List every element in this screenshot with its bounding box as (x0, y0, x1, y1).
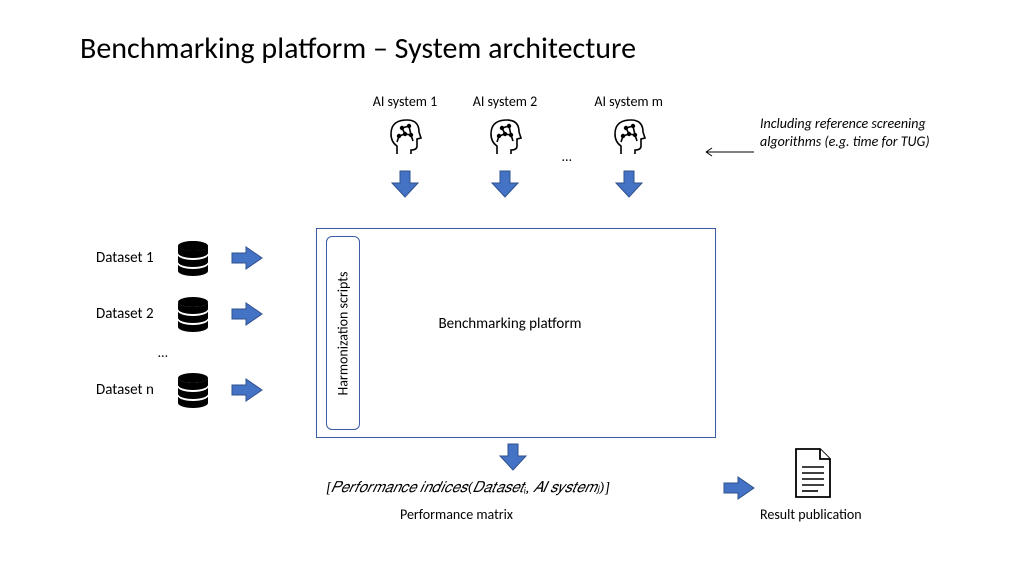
right-arrow-icon (230, 377, 264, 403)
platform-box (316, 228, 716, 438)
database-icon (174, 372, 212, 408)
down-arrow-icon (390, 169, 420, 199)
ai-head-icon (385, 114, 425, 161)
ai-system-1: AI system 1 (360, 93, 450, 199)
right-arrow-icon (230, 245, 264, 271)
right-arrow-icon (230, 301, 264, 327)
ai-head-icon (485, 114, 525, 161)
ai-systems-row: AI system 1 AI system 2 … AI system m (360, 93, 674, 199)
ai-system-label: AI system 1 (373, 93, 438, 110)
page-title: Benchmarking platform – System architect… (80, 30, 636, 67)
document-icon (790, 447, 834, 504)
ellipsis: … (96, 337, 264, 367)
dataset-label: Dataset n (96, 381, 174, 399)
harmonization-label: Harmonization scripts (335, 271, 352, 395)
reference-note: Including reference screening algorithms… (760, 115, 960, 150)
down-arrow-icon (614, 169, 644, 199)
ai-head-icon (609, 114, 649, 161)
down-arrow-icon (498, 442, 528, 472)
down-arrow-icon (490, 169, 520, 199)
result-publication-label: Result publication (760, 506, 862, 523)
ai-system-label: AI system 2 (473, 93, 538, 110)
platform-label: Benchmarking platform (430, 315, 590, 333)
ellipsis: … (560, 148, 574, 199)
dataset-label: Dataset 1 (96, 249, 174, 267)
dataset-1-row: Dataset 1 (96, 235, 264, 281)
database-icon (174, 240, 212, 276)
performance-matrix-label: Performance matrix (400, 506, 513, 523)
right-arrow-icon (722, 475, 756, 501)
ai-system-label: AI system m (594, 93, 663, 110)
performance-formula: [𝑃𝑒𝑟𝑓𝑜𝑟𝑚𝑎𝑛𝑐𝑒 𝑖𝑛𝑑𝑖𝑐𝑒𝑠(𝐷𝑎𝑡𝑎𝑠𝑒𝑡ᵢ, 𝐴𝐼 𝑠𝑦𝑠𝑡𝑒𝑚… (326, 478, 610, 497)
harmonization-box: Harmonization scripts (326, 236, 360, 430)
thin-arrow-icon (700, 144, 754, 163)
dataset-n-row: Dataset n (96, 367, 264, 413)
ai-system-2: AI system 2 (460, 93, 550, 199)
dataset-label: Dataset 2 (96, 305, 174, 323)
datasets-col: Dataset 1 Dataset 2 … Dataset n (96, 235, 264, 413)
ai-system-m: AI system m (584, 93, 674, 199)
dataset-2-row: Dataset 2 (96, 291, 264, 337)
database-icon (174, 296, 212, 332)
